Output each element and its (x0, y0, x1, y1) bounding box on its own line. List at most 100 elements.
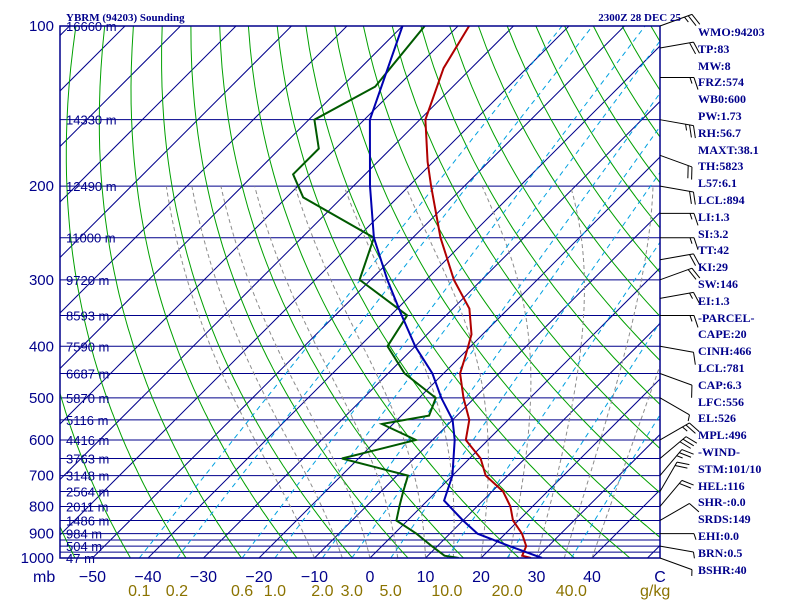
moist-adiabat (191, 186, 343, 558)
wind-barb (659, 557, 693, 576)
plot-frame (59, 25, 661, 559)
dry-adiabat (477, 26, 660, 318)
pressure-label: 300 (29, 272, 54, 289)
dry-adiabat (305, 26, 631, 558)
isotherm (60, 26, 292, 259)
height-label: 984 m (66, 527, 102, 542)
height-label: 2011 m (66, 499, 108, 514)
height-label: 504 m (66, 539, 102, 554)
height-label: 8593 m (66, 308, 109, 323)
dry-adiabat (190, 26, 409, 558)
dry-adiabat (506, 26, 660, 274)
height-label: 5870 m (66, 391, 109, 406)
dry-adiabat (449, 26, 660, 362)
wind-barb (659, 503, 700, 521)
temperature-tick: 20 (472, 569, 490, 586)
height-label: 12490 m (66, 179, 117, 194)
index-item: HEL:116 (698, 478, 745, 493)
isotherm (60, 26, 348, 314)
wind-barb (660, 212, 699, 226)
height-label: 1486 m (66, 513, 109, 528)
dry-adiabat (161, 26, 353, 558)
height-label: 3763 m (66, 451, 109, 466)
mixing-ratio-label: 1.0 (264, 583, 286, 600)
height-label: 6687 m (66, 367, 109, 382)
index-item: L57:6.1 (698, 176, 737, 191)
index-item: FRZ:574 (698, 75, 744, 90)
index-item: LCL:894 (698, 192, 745, 207)
dry-adiabat (65, 26, 187, 558)
index-item: WMO:94203 (698, 25, 765, 39)
isotherm (60, 26, 570, 536)
index-item: EI:1.3 (698, 293, 730, 308)
height-label: 3148 m (66, 469, 109, 484)
parcel-trace (368, 26, 543, 558)
wind-barb (659, 185, 696, 205)
dry-adiabat (362, 26, 660, 494)
wind-barb (659, 154, 693, 180)
moist-adiabat (591, 364, 660, 558)
wind-barb (659, 545, 695, 559)
index-item: TP:83 (698, 41, 730, 56)
index-item: LI:1.3 (698, 209, 730, 224)
index-item: KI:29 (698, 260, 728, 275)
wind-barb (659, 461, 690, 492)
index-item: EL:526 (698, 411, 737, 426)
index-item: BRN:0.5 (698, 545, 743, 560)
wind-barb (660, 533, 697, 540)
height-label: 7590 m (66, 339, 109, 354)
isotherm (60, 26, 514, 481)
wind-barb (659, 345, 696, 365)
mixing-ratio-label: 20.0 (492, 583, 523, 600)
index-item: CAPE:20 (698, 327, 747, 342)
station-title: YBRM (94203) Sounding (66, 12, 185, 24)
mixing-ratio-line (138, 26, 563, 558)
height-label: 2564 m (66, 485, 109, 500)
mixing-ratio-label: 0.2 (166, 583, 188, 600)
wind-barb (660, 237, 699, 250)
index-item: LCL:781 (698, 360, 745, 375)
moist-adiabat (481, 185, 532, 558)
wind-barb (659, 119, 696, 139)
pressure-label: 400 (29, 338, 54, 355)
isotherm (425, 322, 660, 558)
index-item: -PARCEL- (698, 310, 755, 325)
wind-barb (659, 449, 694, 476)
height-label: 16660 m (66, 19, 117, 34)
temperature-tick: −10 (301, 569, 328, 586)
temperature-trace (424, 26, 532, 558)
isotherm (60, 26, 403, 370)
isotherm (480, 378, 660, 558)
wind-barb (659, 373, 693, 398)
wind-barb (660, 77, 699, 90)
isotherm (203, 100, 660, 558)
pressure-label: 100 (29, 18, 54, 35)
pressure-label: 1000 (21, 550, 54, 567)
temperature-tick: 40 (583, 569, 601, 586)
moist-adiabat (165, 186, 315, 558)
temperature-tick: −50 (79, 569, 106, 586)
temperature-tick: −40 (134, 569, 161, 586)
index-item: PW:1.73 (698, 108, 742, 123)
height-label: 5116 m (66, 413, 108, 428)
temperature-tick: 30 (528, 569, 546, 586)
grid-lines (0, 26, 660, 558)
wind-barb (660, 314, 699, 328)
isotherm (60, 26, 237, 203)
wind-barb (659, 479, 694, 507)
height-label: 4416 m (66, 433, 109, 448)
temperature-tick: 10 (417, 569, 435, 586)
wind-barb (659, 436, 698, 459)
index-item: MW:8 (698, 58, 731, 73)
dry-adiabat (420, 26, 660, 406)
mixing-ratio-line (241, 26, 646, 558)
dry-adiabat (276, 26, 575, 558)
dry-adiabat (98, 26, 242, 558)
mixing-ratio-line (274, 40, 660, 558)
stability-indices: WMO:94203 TP:83 MW:8 FRZ:574 WB0:600 PW:1.73 R… (698, 24, 798, 578)
index-item: SHR-:0.0 (698, 495, 746, 510)
isotherm (0, 26, 14, 558)
moist-adiabat (536, 185, 585, 558)
mixing-ratio-label: 0.6 (231, 583, 253, 600)
